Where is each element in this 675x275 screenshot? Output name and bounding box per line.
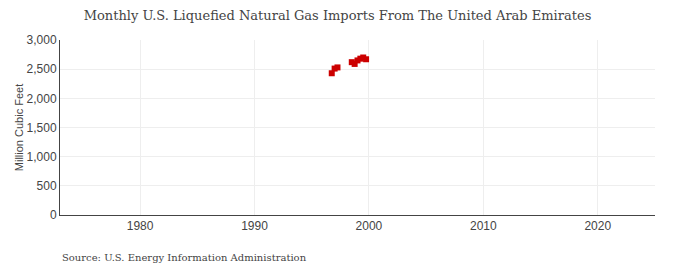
svg-text:Monthly U.S. Liquefied Natural: Monthly U.S. Liquefied Natural Gas Impor… <box>84 8 592 23</box>
svg-text:2000: 2000 <box>356 219 383 233</box>
svg-text:3,000: 3,000 <box>27 33 57 47</box>
svg-text:1990: 1990 <box>241 219 268 233</box>
svg-text:2020: 2020 <box>584 219 611 233</box>
svg-text:1,000: 1,000 <box>27 150 57 164</box>
svg-text:Million Cubic Feet: Million Cubic Feet <box>13 84 25 171</box>
svg-text:1,500: 1,500 <box>27 121 57 135</box>
svg-text:2,000: 2,000 <box>27 92 57 106</box>
svg-text:1980: 1980 <box>127 219 154 233</box>
svg-text:Source: U.S. Energy Informatio: Source: U.S. Energy Information Administ… <box>62 252 307 263</box>
svg-text:2010: 2010 <box>470 219 497 233</box>
svg-text:0: 0 <box>50 208 57 222</box>
svg-text:500: 500 <box>37 179 57 193</box>
svg-text:2,500: 2,500 <box>27 62 57 76</box>
